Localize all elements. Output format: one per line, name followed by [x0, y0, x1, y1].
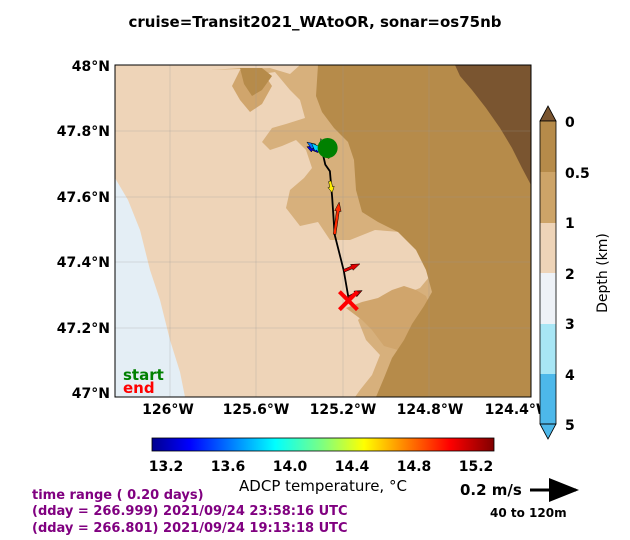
time-info: time range ( 0.20 days) (dday = 266.999)…: [32, 488, 348, 536]
depth-colorbar-label: Depth (km): [595, 233, 611, 313]
lon-axis: 126°W 125.6°W 125.2°W 124.8°W 124.4°W: [142, 402, 551, 418]
depth-colorbar-bottom-extend: [539, 423, 557, 440]
lon-tick-label: 125.6°W: [223, 402, 290, 418]
depth-colorbar-frame: [539, 120, 557, 425]
lat-tick-label: 48°N: [72, 59, 110, 75]
lat-tick-label: 47.4°N: [57, 255, 110, 271]
depth-tick-label: 0.5: [565, 166, 590, 182]
temperature-colorbar-label: ADCP temperature, °C: [239, 477, 407, 495]
temp-tick-label: 13.6: [211, 459, 246, 475]
start-label: start: [123, 366, 164, 384]
lat-tick-label: 47°N: [72, 386, 110, 402]
current-vector: [327, 180, 335, 194]
depth-colorbar-segment: [540, 273, 556, 324]
temp-tick-label: 15.2: [459, 459, 494, 475]
depth-tick-label: 4: [565, 368, 575, 384]
time-range-text: time range ( 0.20 days): [32, 488, 204, 503]
temp-tick-label: 14.8: [397, 459, 432, 475]
depth-colorbar-segment: [540, 324, 556, 374]
depth-region-0-0.5km: [316, 65, 531, 397]
depth-colorbar-segment: [540, 121, 556, 172]
scale-depth-label: 40 to 120m: [490, 506, 567, 520]
current-vector: [342, 263, 361, 273]
current-vector: [332, 201, 342, 235]
end-label: end: [123, 379, 155, 397]
start-marker: [317, 138, 338, 158]
plot-layer: [306, 137, 363, 312]
lon-tick-label: 124.4°W: [485, 402, 552, 418]
depth-colorbar-segment: [540, 374, 556, 424]
depth-region-0-0.5km: [240, 68, 272, 96]
depth-colorbar: 0 0.5 1 2 3 4 5 Depth (km): [539, 105, 611, 440]
depth-tick-label: 5: [565, 418, 575, 434]
temperature-colorbar: 13.2 13.6 14.0 14.4 14.8 15.2 ADCP tempe…: [149, 437, 495, 495]
lat-tick-label: 47.8°N: [57, 124, 110, 140]
depth-tick-label: 1: [565, 216, 575, 232]
map-panel: start end: [115, 65, 531, 397]
lat-tick-label: 47.2°N: [57, 321, 110, 337]
depth-tick-label: 2: [565, 267, 575, 283]
depth-colorbar-segment: [540, 223, 556, 273]
depth-tick-label: 0: [565, 115, 575, 131]
depth-tick-label: 3: [565, 317, 575, 333]
map-frame: [114, 64, 532, 398]
end-marker-stroke: [338, 290, 359, 312]
graticule: [115, 65, 531, 397]
scale-speed-label: 0.2 m/s: [460, 481, 522, 499]
chart-title: cruise=Transit2021_WAtoOR, sonar=os75nb: [128, 13, 501, 31]
temperature-colorbar-gradient: [151, 437, 495, 452]
depth-colorbar-segment: [540, 172, 556, 223]
end-time-text: (dday = 266.999) 2021/09/24 23:58:16 UTC: [32, 504, 348, 519]
temp-tick-label: 14.0: [273, 459, 308, 475]
lon-tick-label: 125.2°W: [310, 402, 377, 418]
lat-axis: 48°N 47.8°N 47.6°N 47.4°N 47.2°N 47°N: [57, 59, 110, 402]
lon-tick-label: 124.8°W: [397, 402, 464, 418]
depth-colorbar-top-extend: [539, 105, 557, 122]
start-time-text: (dday = 266.801) 2021/09/24 19:13:18 UTC: [32, 521, 348, 536]
shallow-shelf: [455, 65, 531, 185]
temp-tick-label: 14.4: [335, 459, 370, 475]
lat-tick-label: 47.6°N: [57, 190, 110, 206]
end-marker: [338, 290, 359, 312]
velocity-scale: 0.2 m/s 40 to 120m: [460, 478, 579, 520]
lon-tick-label: 126°W: [142, 402, 194, 418]
temp-tick-label: 13.2: [149, 459, 184, 475]
